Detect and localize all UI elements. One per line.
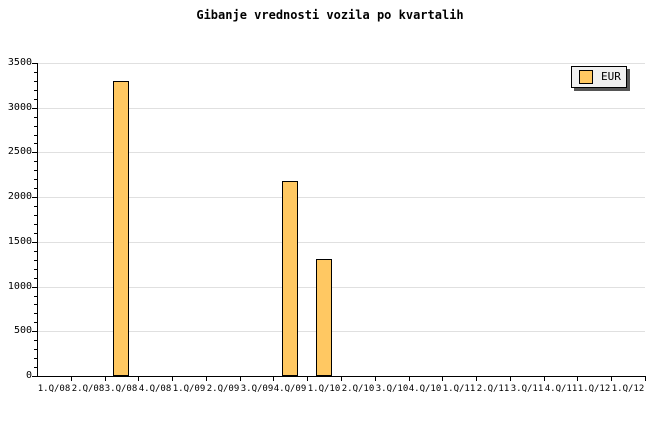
x-axis-tick-label: 2.Q/10 xyxy=(341,384,375,394)
x-axis-tick xyxy=(442,377,443,381)
x-axis-tick-label: 3.Q/09 xyxy=(240,384,274,394)
x-axis-tick-label: 2.Q/08 xyxy=(71,384,105,394)
bar-3.Q/08 xyxy=(113,81,129,376)
y-axis-minor-tick xyxy=(34,251,37,252)
y-axis-minor-tick xyxy=(34,81,37,82)
legend: EUR xyxy=(571,66,627,88)
x-axis-tick xyxy=(307,377,308,381)
y-axis-line xyxy=(37,63,38,377)
bar-1.Q/10 xyxy=(316,259,332,376)
x-axis-tick xyxy=(172,377,173,381)
y-axis-minor-tick xyxy=(34,90,37,91)
x-axis-tick xyxy=(577,377,578,381)
x-axis-tick-label: 4.Q/08 xyxy=(138,384,172,394)
gridline xyxy=(38,197,645,198)
y-axis-minor-tick xyxy=(34,135,37,136)
y-axis-minor-tick xyxy=(34,143,37,144)
y-axis-tick-label: 2000 xyxy=(7,191,32,202)
y-axis-minor-tick xyxy=(34,206,37,207)
y-axis-minor-tick xyxy=(34,304,37,305)
y-axis-minor-tick xyxy=(34,296,37,297)
x-axis-tick-label: 3.Q/11 xyxy=(510,384,544,394)
x-axis-tick xyxy=(105,377,106,381)
y-axis-tick-label: 500 xyxy=(13,325,32,336)
x-axis-tick-label: 1.Q/10 xyxy=(307,384,341,394)
x-axis-tick-label: 2.Q/11 xyxy=(476,384,510,394)
y-axis-minor-tick xyxy=(34,358,37,359)
x-axis-tick-label: 4.Q/11 xyxy=(544,384,578,394)
legend-color-swatch xyxy=(579,70,593,84)
y-axis-minor-tick xyxy=(34,322,37,323)
y-axis-tick-label: 2500 xyxy=(7,146,32,157)
x-axis-tick-label: 4.Q/10 xyxy=(408,384,442,394)
y-axis-tick-label: 1000 xyxy=(7,281,32,292)
y-axis-minor-tick xyxy=(34,215,37,216)
y-axis-minor-tick xyxy=(34,224,37,225)
x-axis-tick xyxy=(544,377,545,381)
y-axis-major-tick xyxy=(32,152,37,153)
x-axis-tick-label: 1.Q/12 xyxy=(611,384,645,394)
x-axis-tick-label: 3.Q/08 xyxy=(104,384,138,394)
y-axis-minor-tick xyxy=(34,72,37,73)
y-axis-minor-tick xyxy=(34,349,37,350)
x-axis-tick-label: 1.Q/08 xyxy=(37,384,71,394)
y-axis-minor-tick xyxy=(34,170,37,171)
gridline xyxy=(38,63,645,64)
y-axis-tick-label: 3000 xyxy=(7,102,32,113)
y-axis-minor-tick xyxy=(34,269,37,270)
gridline xyxy=(38,287,645,288)
y-axis-minor-tick xyxy=(34,340,37,341)
y-axis-major-tick xyxy=(32,331,37,332)
y-axis-major-tick xyxy=(32,63,37,64)
y-axis-minor-tick xyxy=(34,161,37,162)
bar-4.Q/09 xyxy=(282,181,298,376)
gridline xyxy=(38,152,645,153)
x-axis-tick xyxy=(240,377,241,381)
x-axis-tick-label: 1.Q/11 xyxy=(442,384,476,394)
legend-series-label: EUR xyxy=(601,70,621,83)
y-axis-minor-tick xyxy=(34,313,37,314)
x-axis-tick-label: 2.Q/09 xyxy=(206,384,240,394)
y-axis-tick-label: 3500 xyxy=(7,57,32,68)
x-axis-tick xyxy=(510,377,511,381)
x-axis-tick xyxy=(206,377,207,381)
x-axis-tick xyxy=(375,377,376,381)
x-axis-tick-label: 1.Q/09 xyxy=(172,384,206,394)
y-axis-major-tick xyxy=(32,242,37,243)
chart-title: Gibanje vrednosti vozila po kvartalih xyxy=(196,8,464,22)
y-axis-major-tick xyxy=(32,108,37,109)
x-axis-tick-label: 4.Q/09 xyxy=(273,384,307,394)
x-axis-tick-label: 1.Q/12 xyxy=(577,384,611,394)
y-axis-minor-tick xyxy=(34,260,37,261)
x-axis-tick xyxy=(476,377,477,381)
y-axis-minor-tick xyxy=(34,188,37,189)
y-axis-minor-tick xyxy=(34,367,37,368)
y-axis-tick-label: 0 xyxy=(25,370,32,381)
x-axis-tick xyxy=(138,377,139,381)
y-axis-minor-tick xyxy=(34,126,37,127)
y-axis-major-tick xyxy=(32,197,37,198)
y-axis-major-tick xyxy=(32,376,37,377)
y-axis-minor-tick xyxy=(34,117,37,118)
x-axis-tick xyxy=(645,377,646,381)
y-axis-minor-tick xyxy=(34,278,37,279)
y-axis-major-tick xyxy=(32,287,37,288)
x-axis-tick xyxy=(273,377,274,381)
y-axis-tick-label: 1500 xyxy=(7,236,32,247)
x-axis-tick xyxy=(611,377,612,381)
x-axis-tick xyxy=(409,377,410,381)
x-axis-line xyxy=(37,376,646,377)
gridline xyxy=(38,108,645,109)
x-axis-tick xyxy=(341,377,342,381)
y-axis-minor-tick xyxy=(34,179,37,180)
y-axis-minor-tick xyxy=(34,233,37,234)
gridline xyxy=(38,331,645,332)
y-axis-minor-tick xyxy=(34,99,37,100)
x-axis-tick xyxy=(71,377,72,381)
gridline xyxy=(38,242,645,243)
x-axis-tick-label: 3.Q/10 xyxy=(375,384,409,394)
